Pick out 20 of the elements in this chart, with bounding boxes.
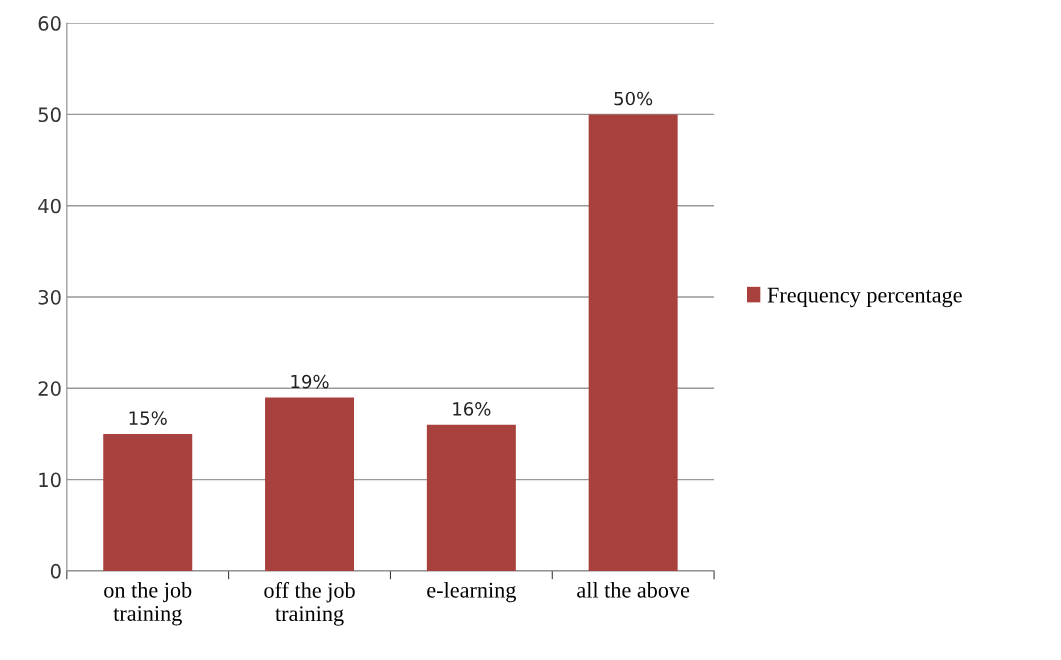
data-label: 50% [614, 91, 653, 106]
y-tick-label: 40 [38, 198, 61, 214]
legend-label: Frequency percentage [767, 287, 962, 308]
y-tick-label: 20 [38, 381, 61, 396]
bar [103, 433, 193, 571]
y-tick-label: 60 [38, 16, 61, 31]
bar [426, 424, 516, 571]
y-tick-label: 0 [50, 563, 61, 579]
x-tick-label: all the above [577, 582, 690, 598]
y-tick-label: 10 [39, 472, 61, 488]
bar [588, 114, 678, 571]
y-tick-label: 50 [38, 107, 61, 123]
x-tick-label: on the job training [104, 582, 192, 626]
data-label: 19% [291, 374, 329, 389]
x-tick-label: e-learning [427, 582, 516, 603]
data-label: 16% [453, 402, 491, 416]
data-label: 15% [129, 411, 167, 425]
x-tick-label: off the job training [264, 582, 355, 626]
y-tick-label: 30 [38, 289, 61, 305]
bar [265, 397, 355, 571]
